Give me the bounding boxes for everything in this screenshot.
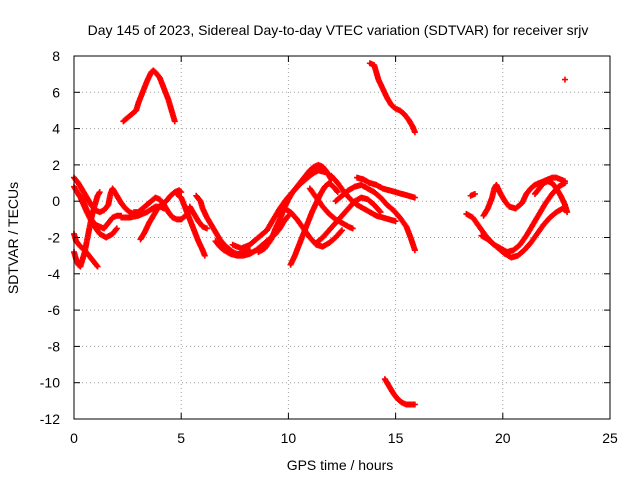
data-point xyxy=(564,209,571,216)
data-point xyxy=(561,178,568,185)
data-point xyxy=(171,118,178,125)
y-tick-label: 0 xyxy=(52,193,60,209)
y-tick-label: -12 xyxy=(40,411,60,427)
y-tick-label: -8 xyxy=(48,338,61,354)
data-point xyxy=(411,129,418,136)
y-tick-label: 4 xyxy=(52,121,60,137)
series-arc-06 xyxy=(120,67,178,125)
data-point xyxy=(338,228,345,235)
series-arc-09 xyxy=(118,203,168,221)
data-point xyxy=(471,190,478,197)
series-arc-03 xyxy=(71,230,101,270)
y-tick-label: -6 xyxy=(48,302,61,318)
series-arc-28 xyxy=(480,174,568,219)
data-point xyxy=(161,205,168,212)
series-arc-24 xyxy=(381,376,418,408)
data-point xyxy=(333,188,340,195)
data-point xyxy=(411,194,418,201)
series-arc-30 xyxy=(561,76,568,83)
series-arc-23 xyxy=(366,60,418,136)
data-points xyxy=(71,60,571,408)
plot-frame xyxy=(73,55,611,420)
series-arc-10 xyxy=(173,190,208,259)
series-arc-26 xyxy=(467,190,478,199)
x-tick-label: 20 xyxy=(495,430,511,446)
grid-lines xyxy=(74,56,610,419)
data-point xyxy=(94,263,101,270)
chart-title: Day 145 of 2023, Sidereal Day-to-day VTE… xyxy=(88,22,589,38)
data-point xyxy=(178,189,185,196)
data-point xyxy=(411,401,418,408)
series-arc-19 xyxy=(306,185,356,232)
data-point xyxy=(561,76,568,83)
y-tick-label: -2 xyxy=(48,230,61,246)
series-arc-29 xyxy=(531,178,571,216)
axis-ticks: 0 5 10 15 20 25 -12 -10 -8 -6 -4 -2 0 2 4 6 8 xyxy=(40,48,618,446)
x-axis-title: GPS time / hours xyxy=(287,457,394,473)
y-tick-label: 8 xyxy=(52,48,60,64)
series-arc-01 xyxy=(71,174,138,217)
data-point xyxy=(339,227,345,234)
data-point xyxy=(392,218,399,225)
x-tick-label: 25 xyxy=(602,430,618,446)
y-tick-label: 6 xyxy=(52,84,60,100)
series-arc-20 xyxy=(328,172,399,225)
data-point xyxy=(93,262,100,269)
x-tick-label: 5 xyxy=(177,430,185,446)
data-point xyxy=(411,247,418,254)
data-point xyxy=(349,225,356,232)
data-point xyxy=(96,189,103,196)
series-arc-22 xyxy=(354,174,418,201)
y-tick-label: -10 xyxy=(40,375,60,391)
x-tick-label: 0 xyxy=(70,430,78,446)
data-point xyxy=(177,188,184,195)
data-point xyxy=(334,189,341,196)
series-arc-27 xyxy=(478,180,568,256)
y-axis-title: SDTVAR / TECUs xyxy=(5,182,21,294)
series-arc-08 xyxy=(137,187,185,243)
x-tick-label: 15 xyxy=(388,430,404,446)
x-tick-label: 10 xyxy=(281,430,297,446)
data-point xyxy=(201,252,208,259)
series-arc-18 xyxy=(313,194,384,246)
data-point xyxy=(376,208,383,215)
series-arc-11 xyxy=(186,203,210,232)
series-arc-13 xyxy=(212,212,292,259)
data-point xyxy=(113,226,120,233)
data-point xyxy=(284,213,291,220)
y-tick-label: 2 xyxy=(52,157,60,173)
data-point xyxy=(203,225,210,232)
y-tick-label: -4 xyxy=(48,266,61,282)
data-point xyxy=(113,225,120,232)
series-arc-21 xyxy=(332,181,418,254)
